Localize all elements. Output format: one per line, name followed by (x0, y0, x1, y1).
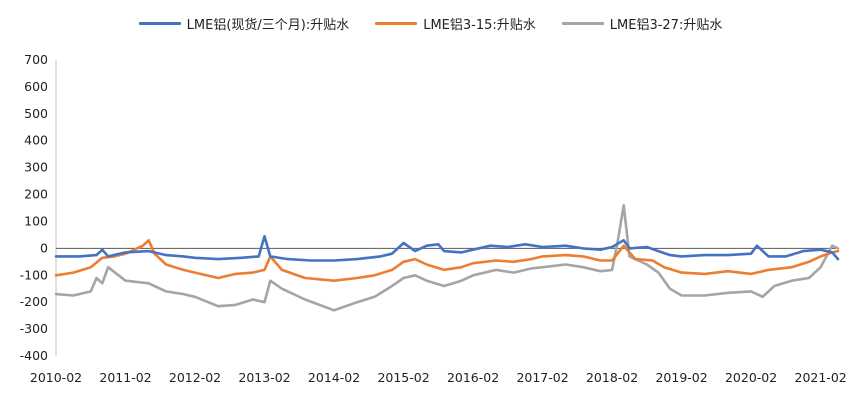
x-tick-label: 2018-02 (586, 370, 638, 385)
x-tick-label: 2021-02 (795, 370, 847, 385)
x-tick-label: 2019-02 (655, 370, 707, 385)
x-tick-label: 2011-02 (99, 370, 151, 385)
x-tick-label: 2015-02 (377, 370, 429, 385)
x-tick-label: 2012-02 (169, 370, 221, 385)
y-tick-label: -100 (20, 267, 48, 282)
y-tick-label: 600 (24, 79, 48, 94)
y-tick-label: 0 (40, 240, 48, 255)
x-tick-label: 2020-02 (725, 370, 777, 385)
y-tick-label: 400 (24, 133, 48, 148)
x-tick-label: 2010-02 (30, 370, 82, 385)
series-line-3-27 (54, 204, 840, 312)
x-tick-label: 2014-02 (308, 370, 360, 385)
y-tick-label: -300 (20, 321, 48, 336)
y-tick-label: 100 (24, 213, 48, 228)
series-line-3-15 (54, 239, 840, 283)
y-tick-label: -400 (20, 348, 48, 363)
chart-legend: LME铝(现货/三个月):升贴水 LME铝3-15:升贴水 LME铝3-27:升… (0, 14, 861, 33)
x-tick-label: 2013-02 (238, 370, 290, 385)
y-tick-label: 300 (24, 160, 48, 175)
legend-item-3-15: LME铝3-15:升贴水 (375, 14, 536, 33)
legend-swatch-3-27 (561, 22, 604, 25)
x-tick-label: 2016-02 (447, 370, 499, 385)
series-line-spot-3m (54, 235, 840, 262)
legend-label-3-27: LME铝3-27:升贴水 (609, 18, 723, 33)
legend-swatch-spot-3m (138, 22, 181, 25)
legend-label-spot-3m: LME铝(现货/三个月):升贴水 (186, 18, 350, 33)
y-tick-label: -200 (20, 294, 48, 309)
y-tick-label: 200 (24, 187, 48, 202)
x-tick-label: 2017-02 (516, 370, 568, 385)
y-tick-label: 700 (24, 52, 48, 67)
y-tick-label: 500 (24, 106, 48, 121)
legend-label-3-15: LME铝3-15:升贴水 (423, 18, 536, 33)
legend-item-3-27: LME铝3-27:升贴水 (561, 14, 723, 33)
legend-item-spot-3m: LME铝(现货/三个月):升贴水 (138, 14, 350, 33)
legend-swatch-3-15 (375, 22, 418, 25)
